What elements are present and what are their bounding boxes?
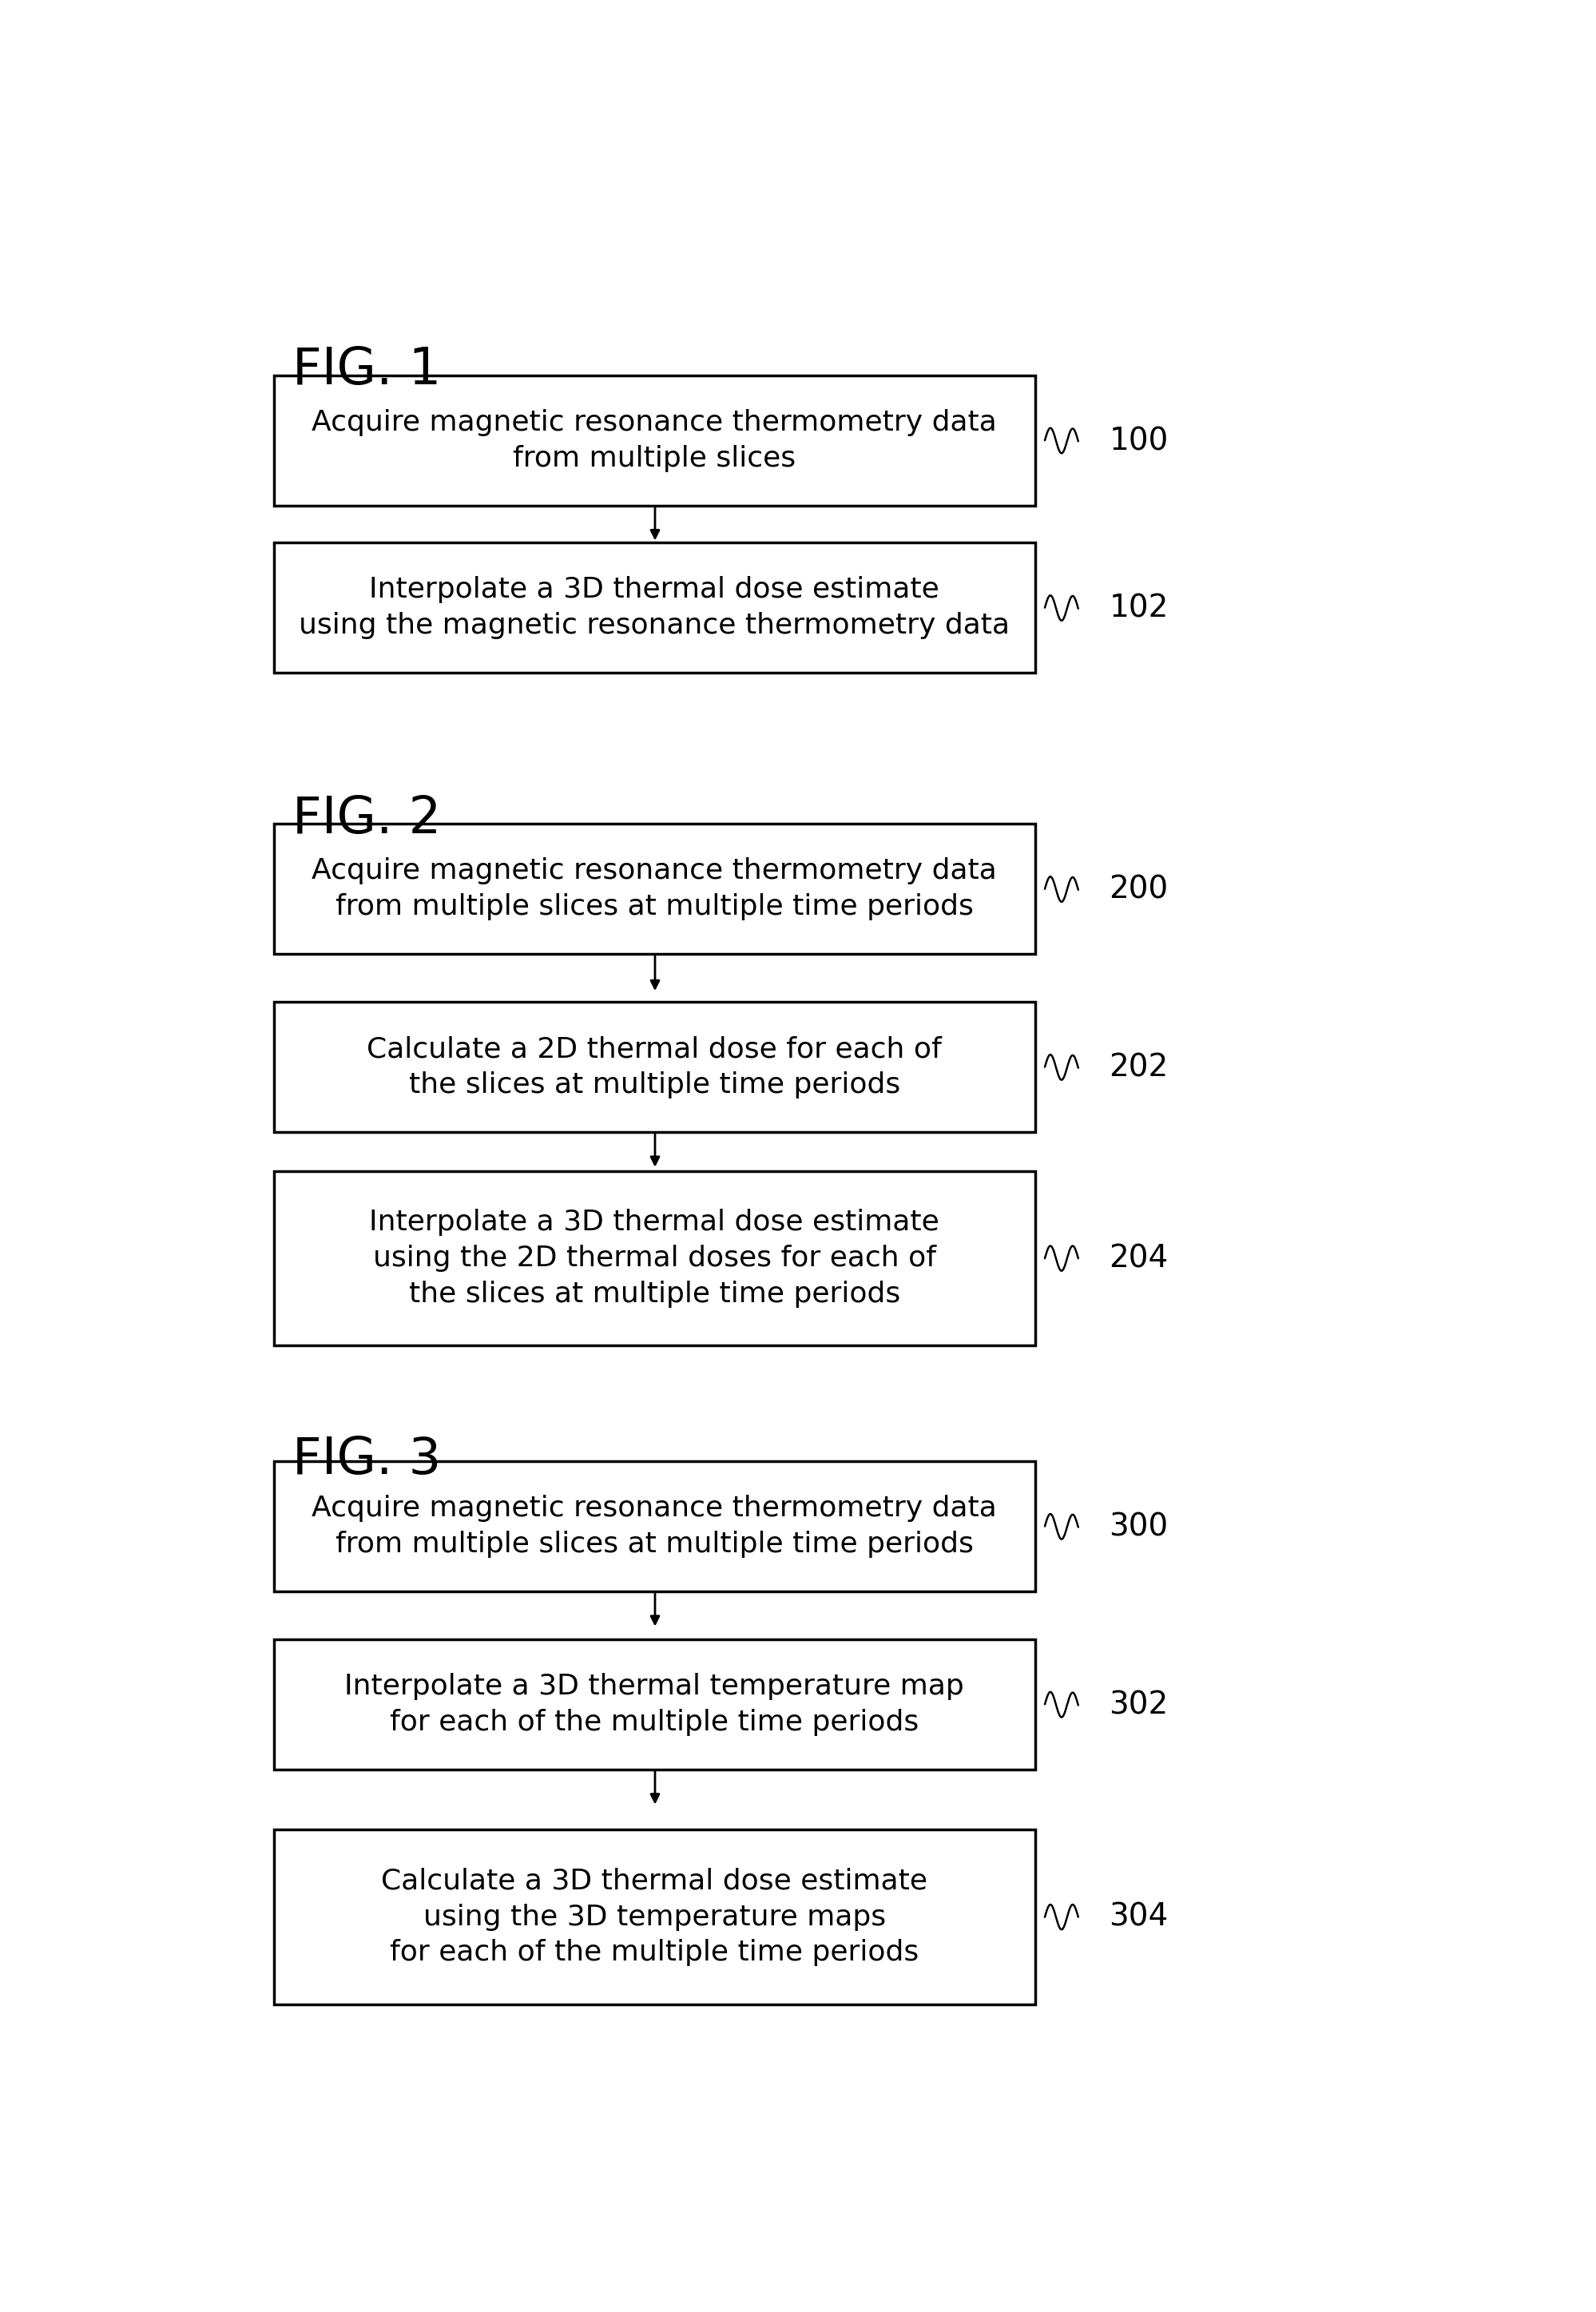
- Text: Interpolate a 3D thermal temperature map
for each of the multiple time periods: Interpolate a 3D thermal temperature map…: [345, 1674, 964, 1736]
- Text: 302: 302: [1109, 1690, 1168, 1720]
- Bar: [275, 1639, 1034, 1769]
- Text: Interpolate a 3D thermal dose estimate
using the 2D thermal doses for each of
th: Interpolate a 3D thermal dose estimate u…: [369, 1209, 938, 1309]
- Text: 200: 200: [1109, 874, 1168, 904]
- Bar: [275, 1172, 1034, 1346]
- Text: FIG. 3: FIG. 3: [292, 1433, 440, 1484]
- Text: Acquire magnetic resonance thermometry data
from multiple slices at multiple tim: Acquire magnetic resonance thermometry d…: [311, 858, 996, 920]
- Text: Calculate a 3D thermal dose estimate
using the 3D temperature maps
for each of t: Calculate a 3D thermal dose estimate usi…: [381, 1868, 927, 1968]
- Bar: [275, 543, 1034, 673]
- Text: 204: 204: [1109, 1244, 1168, 1274]
- Text: 100: 100: [1109, 425, 1168, 455]
- Bar: [275, 1829, 1034, 2005]
- Text: Acquire magnetic resonance thermometry data
from multiple slices: Acquire magnetic resonance thermometry d…: [311, 409, 996, 472]
- Text: 300: 300: [1109, 1512, 1168, 1542]
- Text: Calculate a 2D thermal dose for each of
the slices at multiple time periods: Calculate a 2D thermal dose for each of …: [367, 1036, 942, 1098]
- Text: FIG. 1: FIG. 1: [292, 344, 440, 395]
- Bar: [275, 375, 1034, 506]
- Bar: [275, 823, 1034, 955]
- Text: Interpolate a 3D thermal dose estimate
using the magnetic resonance thermometry : Interpolate a 3D thermal dose estimate u…: [298, 576, 1009, 638]
- Text: FIG. 2: FIG. 2: [292, 793, 440, 844]
- Text: 304: 304: [1109, 1903, 1168, 1933]
- Bar: [275, 1461, 1034, 1591]
- Text: Acquire magnetic resonance thermometry data
from multiple slices at multiple tim: Acquire magnetic resonance thermometry d…: [311, 1496, 996, 1558]
- Bar: [275, 1001, 1034, 1133]
- Text: 102: 102: [1109, 594, 1168, 624]
- Text: 202: 202: [1109, 1052, 1168, 1082]
